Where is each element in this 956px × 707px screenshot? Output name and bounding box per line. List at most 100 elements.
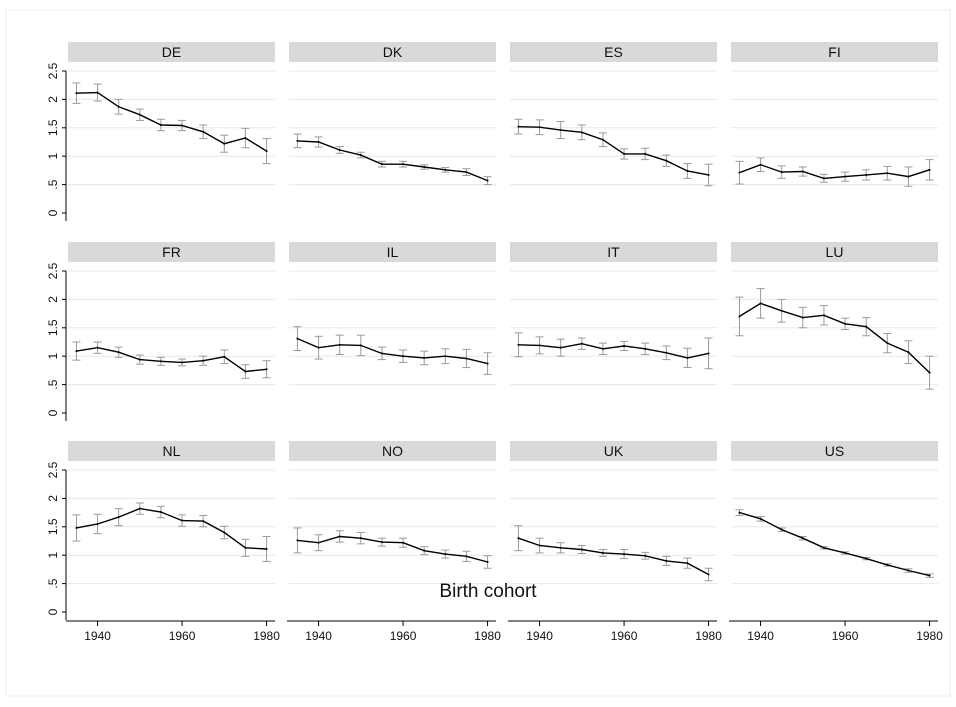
data-point — [623, 553, 626, 556]
data-point — [317, 346, 320, 349]
panel-strip — [731, 441, 938, 461]
figure-border — [5, 9, 951, 697]
panel-il: IL — [289, 242, 496, 386]
y-tick-label: 2.5 — [46, 262, 60, 279]
x-tick-label: 1960 — [611, 629, 638, 643]
data-point — [202, 359, 205, 362]
data-point — [486, 362, 489, 365]
data-point — [844, 551, 847, 554]
y-tick-label: 1 — [46, 552, 60, 559]
series-line — [76, 507, 267, 550]
panel-dk: DK — [289, 42, 496, 186]
x-tick-label: 1940 — [305, 629, 332, 643]
data-point — [296, 539, 299, 542]
panel-title: US — [825, 443, 844, 459]
data-point — [444, 168, 447, 171]
y-tick-label: .5 — [46, 379, 60, 389]
panel-uk: UK 1940 1960 1980 — [508, 441, 722, 643]
y-tick-label: 0 — [46, 608, 60, 615]
data-point — [686, 356, 689, 359]
data-point — [759, 163, 762, 166]
series-line — [297, 535, 488, 563]
y-tick-label: 2 — [46, 296, 60, 303]
data-point — [844, 175, 847, 178]
data-point — [359, 537, 362, 540]
y-tick-label: .5 — [46, 578, 60, 588]
panel-es: ES — [510, 42, 717, 187]
data-point — [244, 137, 247, 140]
data-point — [580, 342, 583, 345]
data-point — [138, 507, 141, 510]
data-point — [686, 562, 689, 565]
y-tick-label: .5 — [46, 179, 60, 189]
x-tick-label: 1960 — [832, 629, 859, 643]
data-point — [159, 511, 162, 514]
data-point — [644, 152, 647, 155]
data-point — [538, 126, 541, 129]
data-point — [707, 352, 710, 355]
data-point — [886, 563, 889, 566]
data-point — [559, 546, 562, 549]
data-point — [244, 370, 247, 373]
y-tick-label: 1 — [46, 153, 60, 160]
panel-title: NL — [163, 443, 181, 459]
panel-title: UK — [604, 443, 624, 459]
data-point — [138, 358, 141, 361]
y-tick-label: 0 — [46, 209, 60, 216]
panel-nl: NL 0 .5 1 1.5 2 2.5 1940 1960 1980 — [46, 441, 280, 643]
data-point — [822, 546, 825, 549]
data-point — [865, 325, 868, 328]
data-point — [517, 343, 520, 346]
data-point — [117, 351, 120, 354]
data-point — [623, 152, 626, 155]
data-point — [801, 170, 804, 173]
data-point — [117, 105, 120, 108]
data-point — [138, 113, 141, 116]
y-tick-label: 2 — [46, 96, 60, 103]
panel-it: IT — [510, 242, 717, 386]
panel-strip — [289, 42, 496, 62]
data-point — [317, 541, 320, 544]
data-point — [601, 551, 604, 554]
x-tick-label: 1940 — [526, 629, 553, 643]
panel-lu: LU — [731, 242, 938, 390]
data-point — [928, 574, 931, 577]
data-point — [380, 163, 383, 166]
x-tick-label: 1980 — [695, 629, 722, 643]
data-point — [465, 357, 468, 360]
y-tick-label: 1.5 — [46, 119, 60, 136]
series-line — [739, 302, 931, 374]
data-point — [338, 343, 341, 346]
data-point — [465, 171, 468, 174]
data-point — [338, 535, 341, 538]
data-point — [738, 511, 741, 514]
data-point — [380, 352, 383, 355]
y-tick-label: 2.5 — [46, 62, 60, 79]
data-point — [181, 124, 184, 127]
data-point — [223, 355, 226, 358]
data-point — [486, 561, 489, 564]
data-point — [907, 351, 910, 354]
data-point — [601, 138, 604, 141]
data-point — [423, 165, 426, 168]
data-point — [265, 547, 268, 550]
panel-fi: FI — [731, 42, 938, 187]
data-point — [117, 516, 120, 519]
data-point — [907, 569, 910, 572]
data-point — [780, 309, 783, 312]
panel-us: US 1940 1960 1980 — [729, 441, 943, 643]
series-line — [739, 163, 930, 180]
y-tick-label: 1.5 — [46, 319, 60, 336]
data-point — [338, 148, 341, 151]
data-point — [865, 173, 868, 176]
y-tick-label: 1 — [46, 353, 60, 360]
data-point — [780, 171, 783, 174]
data-point — [465, 555, 468, 558]
data-point — [265, 150, 268, 153]
data-point — [359, 154, 362, 157]
series-line — [76, 91, 267, 152]
data-point — [244, 546, 247, 549]
data-point — [801, 537, 804, 540]
